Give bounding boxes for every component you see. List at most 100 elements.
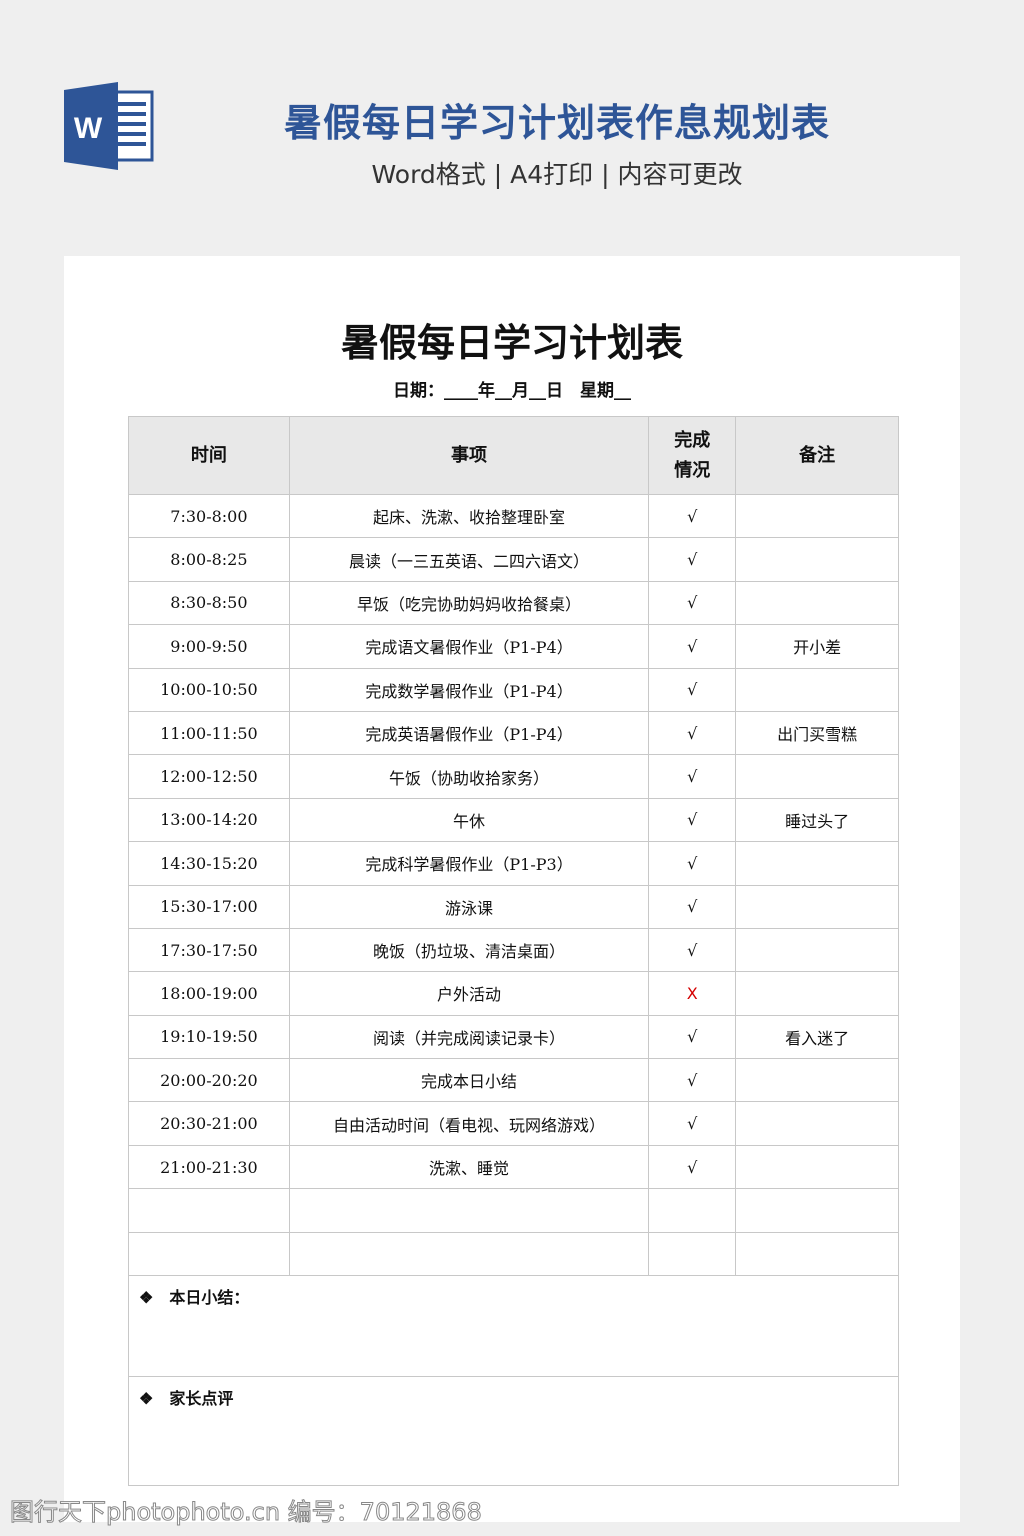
item-cell[interactable]: 洗漱、睡觉 [288,1144,650,1190]
item-cell[interactable] [288,1188,650,1233]
time-cell[interactable]: 8:00-8:25 [128,537,290,582]
item-cell[interactable]: 晨读（一三五英语、二四六语文） [288,537,650,582]
banner-subtitle: Word格式 | A4打印 | 内容可更改 [371,160,743,189]
done-cell[interactable]: √ [648,1014,737,1060]
header-done-label: 完成情况 [674,429,711,481]
bullet-icon: ❖ [139,1288,154,1308]
notes-cell[interactable] [735,927,899,973]
parent-comment-row: ❖ 家长点评 [128,1376,899,1487]
notes-cell[interactable] [735,667,899,712]
done-cell[interactable]: √ [648,624,737,669]
done-cell[interactable] [648,1188,737,1233]
done-cell[interactable]: √ [648,1101,737,1146]
table-row [128,1188,899,1233]
item-cell[interactable]: 完成本日小结 [288,1058,650,1103]
header-notes: 备注 [735,416,899,495]
table-row: 12:00-12:50 午饭（协助收拾家务） √ [128,754,899,799]
schedule-table: 时间 事项 完成情况 备注 7:30-8:00 起床、洗漱、收拾整理卧室 √ 8:00… [128,416,899,1487]
notes-cell[interactable]: 看入迷了 [735,1014,899,1060]
done-cell[interactable]: √ [648,754,737,799]
done-cell[interactable]: √ [648,667,737,712]
done-cell[interactable]: √ [648,884,737,929]
table-row: 20:00-20:20 完成本日小结 √ [128,1058,899,1103]
notes-cell[interactable] [735,1188,899,1233]
notes-cell[interactable] [735,1101,899,1146]
notes-cell[interactable]: 出门买雪糕 [735,710,899,756]
parent-label: 家长点评 [169,1389,234,1409]
time-cell[interactable]: 11:00-11:50 [128,710,290,756]
notes-cell[interactable] [735,971,899,1016]
notes-cell[interactable]: 开小差 [735,624,899,669]
done-cell[interactable]: √ [648,1144,737,1190]
done-cell[interactable]: √ [648,841,737,886]
notes-cell[interactable] [735,537,899,582]
table-row: 11:00-11:50 完成英语暑假作业（P1-P4） √ 出门买雪糕 [128,710,899,756]
time-cell[interactable]: 17:30-17:50 [128,927,290,973]
table-row: 14:30-15:20 完成科学暑假作业（P1-P3） √ [128,841,899,886]
document-page: 暑假每日学习计划表 日期：____年__月__日 星期__ 时间 事项 完成情况… [64,256,960,1522]
notes-cell[interactable] [735,1058,899,1103]
done-cell[interactable]: √ [648,537,737,582]
time-cell[interactable] [128,1231,290,1277]
time-cell[interactable]: 13:00-14:20 [128,797,290,843]
time-cell[interactable]: 8:30-8:50 [128,580,290,626]
item-cell[interactable]: 完成英语暑假作业（P1-P4） [288,710,650,756]
time-cell[interactable]: 10:00-10:50 [128,667,290,712]
document-title: 暑假每日学习计划表 [340,320,683,365]
time-cell[interactable]: 9:00-9:50 [128,624,290,669]
summary-row: ❖ 本日小结： [128,1275,899,1378]
item-cell[interactable] [288,1231,650,1277]
time-cell[interactable]: 7:30-8:00 [128,493,290,539]
notes-cell[interactable] [735,754,899,799]
time-cell[interactable]: 12:00-12:50 [128,754,290,799]
done-cell[interactable]: √ [648,710,737,756]
item-cell[interactable]: 完成科学暑假作业（P1-P3） [288,841,650,886]
notes-cell[interactable] [735,580,899,626]
bullet-icon: ❖ [139,1389,154,1409]
done-cell[interactable] [648,1231,737,1277]
done-cell[interactable]: X [648,971,737,1016]
time-cell[interactable]: 18:00-19:00 [128,971,290,1016]
time-cell[interactable]: 20:30-21:00 [128,1101,290,1146]
item-cell[interactable]: 游泳课 [288,884,650,929]
notes-cell[interactable] [735,884,899,929]
time-cell[interactable]: 15:30-17:00 [128,884,290,929]
item-cell[interactable]: 完成数学暑假作业（P1-P4） [288,667,650,712]
notes-cell[interactable] [735,841,899,886]
done-cell[interactable]: √ [648,797,737,843]
item-cell[interactable]: 早饭（吃完协助妈妈收拾餐桌） [288,580,650,626]
notes-cell[interactable]: 睡过头了 [735,797,899,843]
notes-cell[interactable] [735,1144,899,1190]
time-cell[interactable] [128,1188,290,1233]
item-cell[interactable]: 午休 [288,797,650,843]
item-cell[interactable]: 自由活动时间（看电视、玩网络游戏） [288,1101,650,1146]
time-cell[interactable]: 14:30-15:20 [128,841,290,886]
time-cell[interactable]: 20:00-20:20 [128,1058,290,1103]
notes-cell[interactable] [735,1231,899,1277]
date-line: 日期：____年__月__日 星期__ [393,381,631,401]
table-row: 10:00-10:50 完成数学暑假作业（P1-P4） √ [128,667,899,712]
done-cell[interactable]: √ [648,927,737,973]
item-cell[interactable]: 午饭（协助收拾家务） [288,754,650,799]
table-row: 21:00-21:30 洗漱、睡觉 √ [128,1144,899,1190]
done-cell[interactable]: √ [648,1058,737,1103]
item-cell[interactable]: 户外活动 [288,971,650,1016]
word-logo-icon: W [64,82,154,170]
done-cell[interactable]: √ [648,580,737,626]
notes-cell[interactable] [735,493,899,539]
watermark: 图行天下photophoto.cn 编号：70121868 [10,1498,483,1527]
time-cell[interactable]: 19:10-19:50 [128,1014,290,1060]
time-cell[interactable]: 21:00-21:30 [128,1144,290,1190]
table-row: 8:00-8:25 晨读（一三五英语、二四六语文） √ [128,537,899,582]
item-cell[interactable]: 阅读（并完成阅读记录卡） [288,1014,650,1060]
svg-text:W: W [74,112,103,145]
table-row: 9:00-9:50 完成语文暑假作业（P1-P4） √ 开小差 [128,624,899,669]
item-cell[interactable]: 起床、洗漱、收拾整理卧室 [288,493,650,539]
table-row [128,1231,899,1277]
table-row: 13:00-14:20 午休 √ 睡过头了 [128,797,899,843]
item-cell[interactable]: 完成语文暑假作业（P1-P4） [288,624,650,669]
item-cell[interactable]: 晚饭（扔垃圾、清洁桌面） [288,927,650,973]
header-done: 完成情况 [648,416,737,495]
done-cell[interactable]: √ [648,493,737,539]
table-row: 7:30-8:00 起床、洗漱、收拾整理卧室 √ [128,493,899,539]
